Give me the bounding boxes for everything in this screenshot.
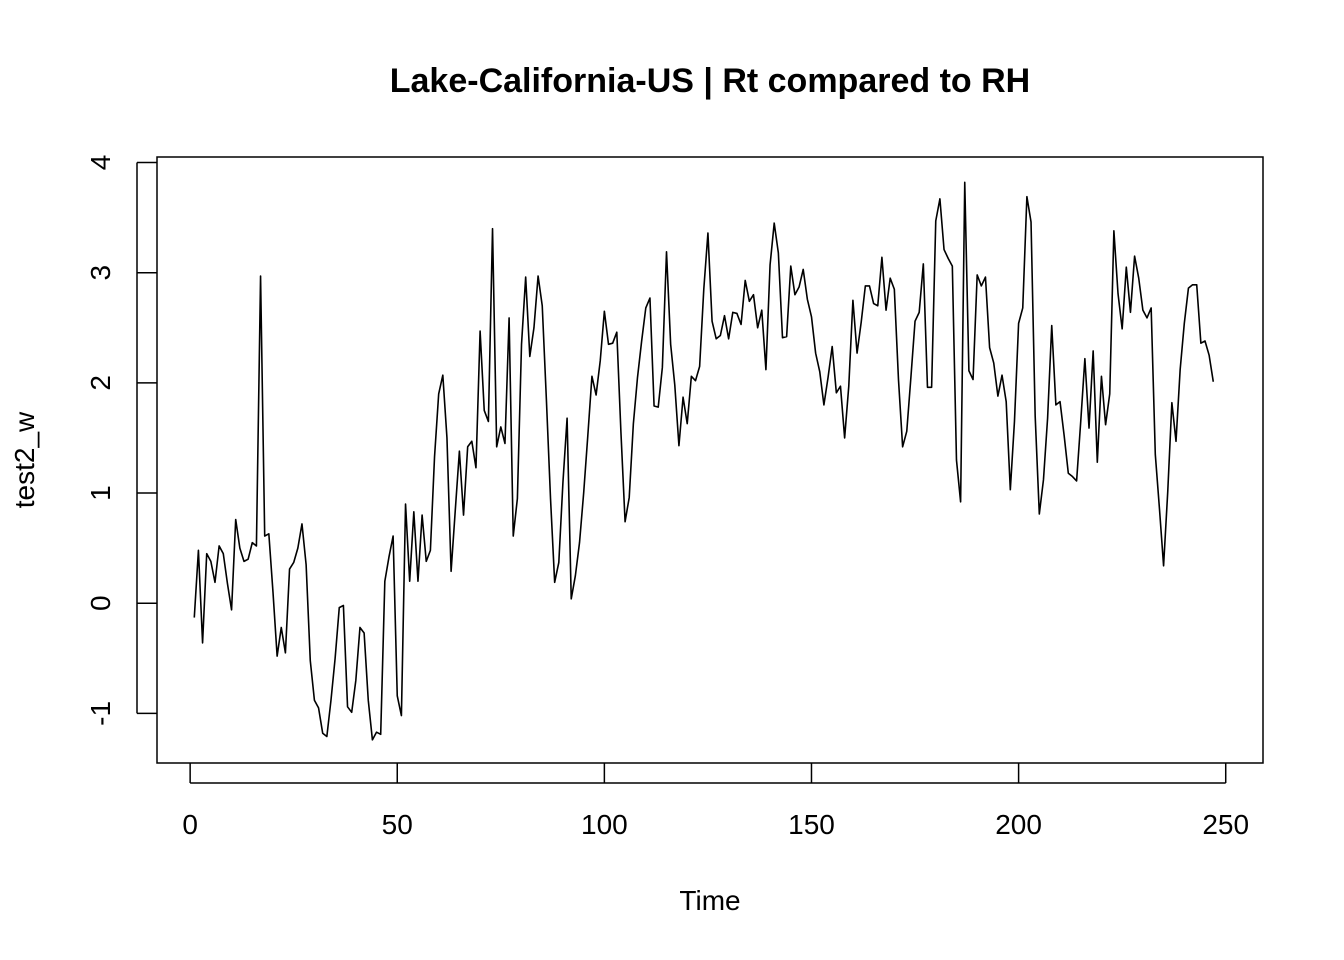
x-tick-label: 150 (788, 809, 835, 840)
y-axis-label: test2_w (9, 411, 40, 508)
x-tick-label: 0 (182, 809, 198, 840)
x-axis: 0 50 100 150 200 250 (182, 763, 1249, 840)
x-tick-label: 100 (581, 809, 628, 840)
x-tick-label: 250 (1202, 809, 1249, 840)
y-tick-label: 0 (85, 595, 116, 611)
y-tick-label: 4 (85, 155, 116, 171)
x-tick-label: 50 (382, 809, 413, 840)
x-axis-label: Time (679, 885, 740, 916)
plot-frame (156, 156, 1264, 764)
y-tick-label: -1 (85, 701, 116, 726)
x-tick-label: 200 (995, 809, 1042, 840)
y-tick-label: 2 (85, 375, 116, 391)
y-axis: -1 0 1 2 3 4 (85, 155, 157, 726)
series-line (193, 181, 1215, 741)
y-tick-label: 1 (85, 485, 116, 501)
y-tick-label: 3 (85, 265, 116, 281)
chart-title: Lake-California-US | Rt compared to RH (390, 62, 1031, 100)
